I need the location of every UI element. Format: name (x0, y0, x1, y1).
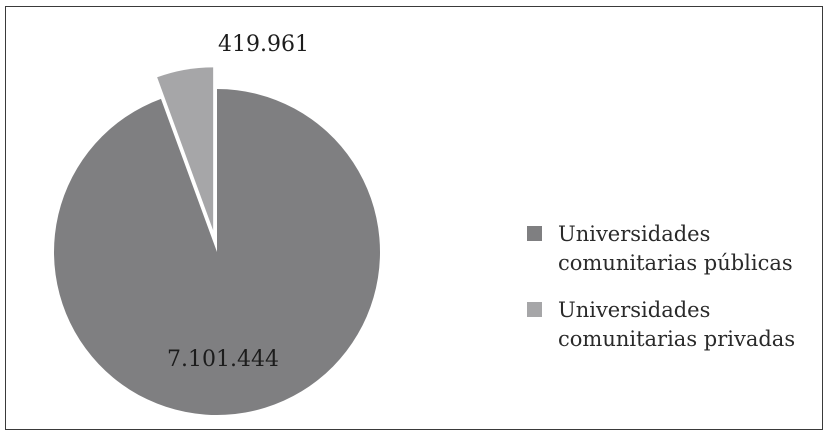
slice-value-label-2: 419.961 (218, 32, 309, 57)
legend-swatch-1 (527, 226, 542, 241)
value-labels-layer: 7.101.444 419.961 (167, 32, 309, 372)
slices-layer (53, 67, 381, 415)
legend-label-1-line-2: comunitarias públicas (558, 251, 793, 275)
legend-label-1-line-1: Universidades (558, 222, 710, 246)
legend-label-2-line-1: Universidades (558, 298, 710, 322)
slice-value-label-1: 7.101.444 (167, 347, 279, 372)
legend-label-2-line-2: comunitarias privadas (558, 327, 795, 351)
legend: Universidades comunitarias públicas Univer… (527, 222, 795, 351)
pie-slice-2 (157, 67, 214, 231)
pie-slice-1 (53, 89, 381, 415)
legend-swatch-2 (527, 302, 542, 317)
